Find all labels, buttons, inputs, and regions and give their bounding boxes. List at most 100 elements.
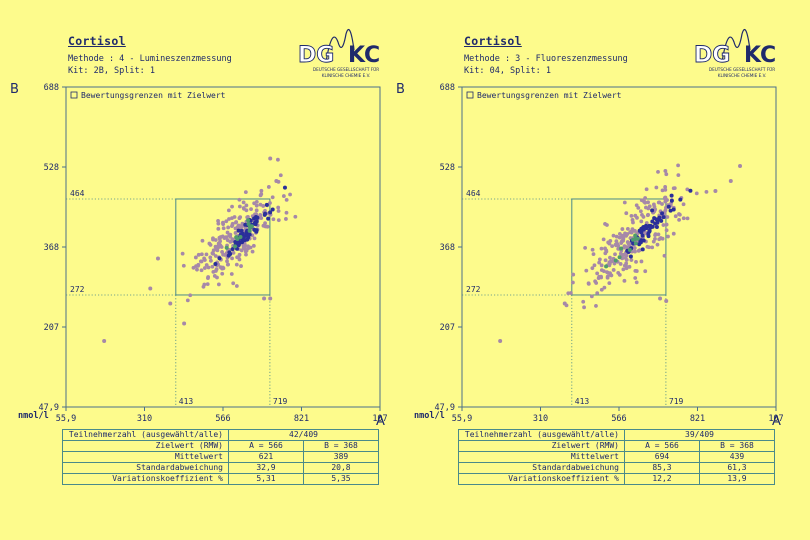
data-point	[181, 263, 186, 268]
data-point-target	[635, 236, 640, 241]
data-point	[566, 291, 571, 296]
data-point	[634, 269, 639, 273]
data-point-selected	[282, 185, 287, 190]
chart-panel-right: Cortisol Methode : 3 - Fluoreszenzmessun…	[396, 22, 800, 522]
data-point-selected	[654, 225, 659, 230]
data-point	[663, 169, 668, 173]
data-point-selected	[270, 207, 275, 212]
stats-target-label: Zielwert (RMW)	[458, 440, 625, 452]
data-point	[244, 252, 248, 257]
data-point-target	[633, 233, 638, 238]
logo-line2: KLINISCHE CHEMIE E.V.	[322, 73, 371, 78]
data-point	[230, 216, 234, 221]
data-point	[254, 208, 259, 213]
data-point-selected	[244, 232, 249, 237]
y-tick-label: 688	[44, 83, 59, 93]
legend-swatch	[70, 91, 78, 99]
data-point	[633, 276, 638, 280]
data-point	[654, 185, 659, 190]
data-point	[246, 215, 250, 219]
data-point	[594, 304, 598, 308]
stats-header-row: Teilnehmerzahl (ausgewählt/alle) 42/409	[62, 429, 379, 441]
data-point	[661, 223, 666, 227]
data-point	[206, 265, 211, 270]
data-point	[249, 207, 253, 212]
data-point-selected	[668, 208, 673, 213]
data-point	[622, 263, 627, 268]
chart-title: Cortisol	[68, 34, 126, 48]
logo-line1: DEUTSCHE GESELLSCHAFT FÜR	[313, 67, 379, 72]
data-point	[590, 266, 595, 271]
data-point	[617, 231, 622, 236]
data-point	[605, 275, 610, 280]
data-point	[662, 253, 667, 258]
data-point	[611, 268, 616, 272]
data-point	[571, 280, 575, 285]
data-point-target	[617, 255, 622, 260]
data-point	[233, 231, 238, 235]
x-tick-label: 107	[372, 414, 387, 422]
stats-row-b: 20,8	[303, 462, 379, 474]
data-point	[586, 281, 591, 286]
scatter-plot: Bewertungsgrenzen mit Zielwert 464 272 413 7…	[39, 83, 388, 422]
dgkc-logo: DG KC DEUTSCHE GESELLSCHAFT FÜR KLINISCH…	[298, 29, 380, 78]
data-point	[607, 281, 612, 286]
data-point	[206, 276, 210, 280]
data-point	[599, 246, 604, 251]
data-point-target	[619, 246, 624, 251]
data-point	[231, 281, 236, 286]
data-point	[665, 215, 670, 219]
data-point	[205, 282, 210, 287]
outlier-point	[498, 338, 503, 343]
data-point-selected	[657, 215, 662, 220]
data-point	[220, 271, 225, 276]
data-point	[622, 278, 627, 283]
limit-box	[571, 198, 667, 296]
data-point	[643, 196, 648, 200]
data-point	[221, 226, 226, 231]
data-point	[200, 238, 205, 243]
data-point-selected	[227, 250, 232, 255]
stats-row-a: 12,2	[624, 473, 700, 485]
outlier-point	[102, 338, 107, 343]
data-point	[584, 268, 589, 273]
logo-line2: KLINISCHE CHEMIE E.V.	[718, 73, 767, 78]
stats-row-b: 13,9	[699, 473, 775, 485]
data-point	[647, 245, 651, 250]
data-point-selected	[661, 215, 666, 220]
data-point-selected	[642, 226, 647, 231]
data-point	[226, 208, 231, 213]
data-point	[627, 264, 632, 269]
data-point	[221, 220, 225, 225]
x-tick-label: 107	[768, 414, 783, 422]
data-point-target	[627, 247, 632, 252]
outlier-point	[738, 163, 743, 168]
limit-label: 719	[669, 397, 684, 406]
data-point	[217, 235, 222, 240]
data-point-target	[232, 244, 237, 249]
data-point	[639, 259, 644, 264]
x-tick-label: 310	[137, 414, 152, 422]
data-point	[209, 258, 213, 263]
data-point	[599, 263, 604, 268]
data-point	[238, 215, 243, 219]
data-point-selected	[628, 254, 633, 259]
data-point	[625, 240, 630, 244]
data-point	[611, 233, 616, 238]
limit-label: 413	[179, 397, 194, 406]
legend-label: Bewertungsgrenzen mit Zielwert	[477, 91, 622, 100]
data-point	[211, 251, 216, 256]
y-axis-label: B	[10, 82, 19, 97]
stats-row-a: 621	[228, 451, 304, 463]
data-point	[198, 259, 203, 264]
data-point	[618, 262, 623, 266]
data-point-target	[246, 218, 251, 223]
data-point	[663, 208, 668, 213]
data-point	[237, 257, 242, 262]
data-point-selected	[659, 218, 664, 223]
data-point	[594, 281, 599, 285]
outlier-point	[562, 301, 567, 306]
data-point	[629, 214, 634, 218]
data-point	[630, 227, 635, 232]
stats-row: Variationskoeffizient % 12,2 13,9	[458, 473, 775, 485]
